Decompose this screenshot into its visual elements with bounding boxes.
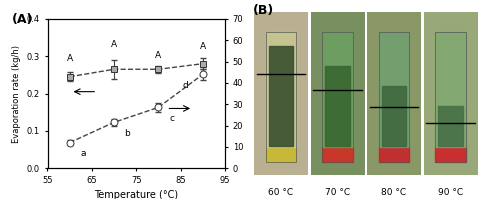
Bar xyxy=(379,31,409,162)
Bar xyxy=(379,31,409,147)
Bar xyxy=(268,46,293,146)
Text: A: A xyxy=(156,51,162,60)
X-axis label: Temperature (°C): Temperature (°C) xyxy=(94,190,178,199)
Text: (B): (B) xyxy=(252,4,274,17)
Text: (A): (A) xyxy=(12,13,34,26)
Bar xyxy=(379,147,409,162)
Text: A: A xyxy=(66,54,72,63)
Text: 80 °C: 80 °C xyxy=(382,188,406,197)
Bar xyxy=(382,86,406,146)
Y-axis label: Evaporation rate (kg/h): Evaporation rate (kg/h) xyxy=(12,45,21,142)
Bar xyxy=(438,106,463,146)
Text: d: d xyxy=(182,81,188,90)
Bar xyxy=(322,147,352,162)
Y-axis label: Specifica evaporation rate
(kg/(m²·h)): Specifica evaporation rate (kg/(m²·h)) xyxy=(310,40,330,147)
Text: a: a xyxy=(80,149,86,158)
Text: 60 °C: 60 °C xyxy=(268,188,293,197)
Bar xyxy=(266,31,296,147)
Text: 70 °C: 70 °C xyxy=(325,188,350,197)
Text: A: A xyxy=(200,42,206,51)
Bar xyxy=(266,31,296,162)
Bar xyxy=(436,147,466,162)
Text: A: A xyxy=(111,40,117,49)
Bar xyxy=(325,66,350,146)
Text: b: b xyxy=(124,129,130,138)
Bar xyxy=(322,31,352,162)
Bar xyxy=(436,31,466,162)
Bar xyxy=(436,31,466,147)
Bar xyxy=(266,147,296,162)
Bar xyxy=(322,31,352,147)
Text: 90 °C: 90 °C xyxy=(438,188,463,197)
Text: c: c xyxy=(169,114,174,123)
